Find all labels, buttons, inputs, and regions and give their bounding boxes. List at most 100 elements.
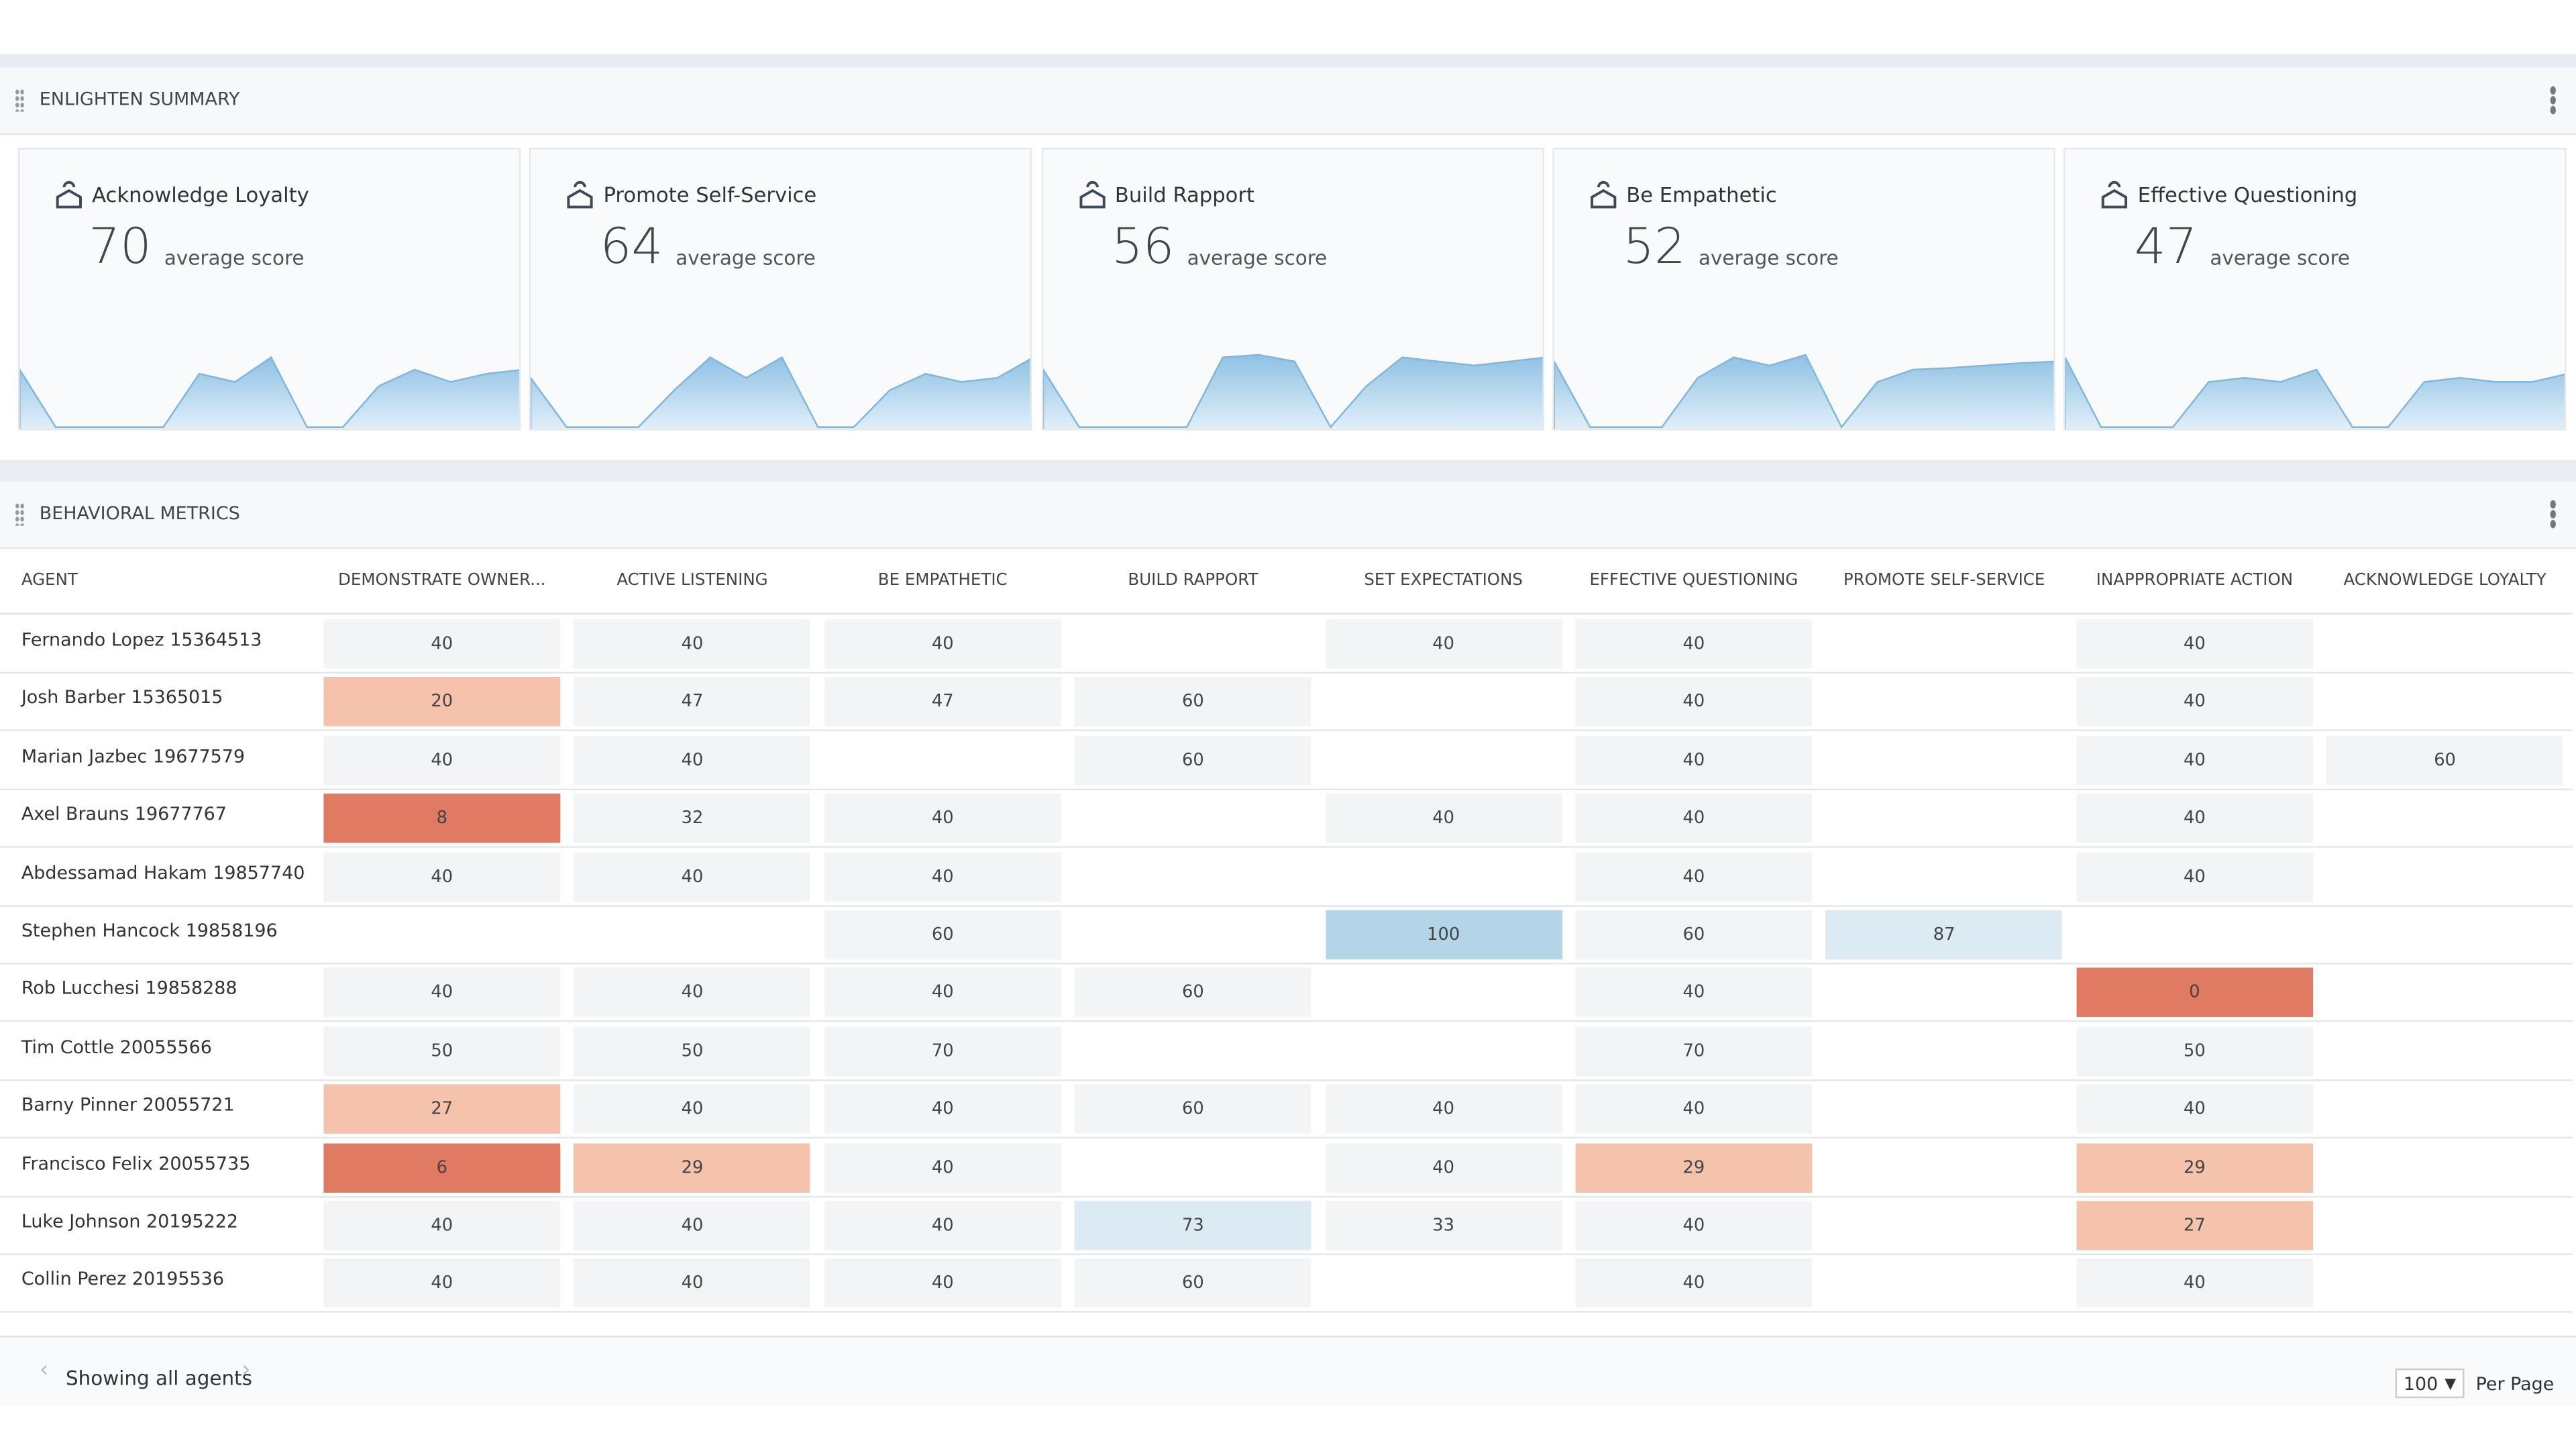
metrics-header: BEHAVIORAL METRICS: [0, 481, 2576, 549]
metric-cell: 100: [1325, 910, 1562, 960]
card-icon: [1590, 180, 1617, 209]
drag-handle[interactable]: [15, 502, 25, 526]
metric-cell: 6: [323, 1142, 561, 1192]
metric-cell: 40: [1575, 794, 1813, 843]
average-score: 47: [2134, 218, 2198, 276]
row-line: [0, 1253, 2573, 1256]
row-line: [0, 1079, 2573, 1081]
agent-name: Francisco Felix 20055735: [21, 1152, 251, 1175]
metric-cell: 40: [824, 1258, 1061, 1309]
metric-cell: 0: [2076, 968, 2313, 1018]
metric-cell: 40: [574, 619, 811, 669]
score-label: average score: [2210, 246, 2350, 270]
sparkline: [531, 356, 1031, 429]
column-header[interactable]: BUILD RAPPORT: [1128, 572, 1258, 590]
icon-shape: [1590, 180, 1617, 209]
drag-handle[interactable]: [15, 89, 25, 112]
sparkline: [1554, 354, 2053, 429]
metric-cell: 40: [1575, 852, 1813, 902]
page-size-select[interactable]: 100 ▼: [2395, 1368, 2465, 1399]
agent-name: Tim Cottle 20055566: [21, 1036, 212, 1058]
metric-cell: 60: [1075, 968, 1311, 1018]
metric-cell: 40: [323, 852, 561, 902]
metric-cell: 40: [323, 1201, 561, 1250]
metric-cell: 32: [574, 794, 811, 843]
card-title: Build Rapport: [1114, 182, 1255, 207]
metric-cell: 40: [1325, 1142, 1562, 1192]
metric-cell: 40: [323, 968, 561, 1018]
agent-name: Collin Perez 20195536: [21, 1269, 224, 1291]
agent-name: Barny Pinner 20055721: [21, 1094, 235, 1116]
summary-card: Acknowledge Loyalty 70 average score: [17, 148, 521, 431]
column-header[interactable]: EFFECTIVE QUESTIONING: [1589, 572, 1799, 590]
metric-cell: 40: [2076, 1258, 2313, 1309]
column-header[interactable]: DEMONSTRATE OWNER...: [338, 572, 546, 590]
metric-cell: 47: [824, 677, 1061, 727]
metric-cell: 40: [1575, 1084, 1813, 1134]
agent-name: Axel Brauns 19677767: [21, 804, 227, 825]
metric-cell: 29: [2076, 1142, 2313, 1192]
agent-name: Rob Lucchesi 19858288: [21, 978, 237, 1000]
metric-cell: 70: [1575, 1026, 1813, 1076]
metric-cell: 8: [323, 794, 561, 843]
column-header[interactable]: PROMOTE SELF-SERVICE: [1843, 572, 2045, 590]
average-score: 56: [1111, 218, 1175, 276]
row-line: [0, 963, 2573, 965]
metric-cell: 40: [1325, 1084, 1562, 1134]
metric-cell: 27: [2076, 1201, 2313, 1250]
metric-cell: 40: [1575, 735, 1813, 786]
row-line: [0, 1137, 2573, 1139]
metric-cell: 50: [2076, 1026, 2313, 1076]
metric-cell: 40: [824, 1201, 1061, 1250]
row-line: [0, 672, 2573, 674]
row-line: [0, 788, 2573, 790]
score-label: average score: [1698, 246, 1839, 270]
score-label: average score: [164, 246, 305, 270]
average-score: 70: [89, 218, 152, 276]
icon-shape: [56, 180, 82, 209]
metric-cell: 60: [1075, 1084, 1311, 1134]
metric-cell: 40: [824, 619, 1061, 669]
average-score: 64: [600, 218, 663, 276]
metric-cell: 33: [1325, 1201, 1562, 1250]
column-header[interactable]: AGENT: [21, 572, 78, 590]
header-line: [0, 612, 2573, 614]
status-text: Showing all agents: [65, 1366, 252, 1390]
metrics-table: AGENT DEMONSTRATE OWNER... ACTIVE LISTENIN…: [0, 549, 2576, 1336]
average-score: 52: [1623, 218, 1686, 276]
metric-cell: 40: [1575, 1258, 1813, 1309]
metric-cell: 60: [1575, 910, 1813, 960]
row-line: [0, 1020, 2573, 1023]
metric-cell: 29: [574, 1142, 811, 1192]
metric-cell: 60: [1075, 735, 1311, 786]
card-title: Be Empathetic: [1626, 182, 1777, 207]
metric-cell: 27: [323, 1084, 561, 1134]
section-title: ENLIGHTEN SUMMARY: [39, 89, 240, 111]
next-button[interactable]: ›: [241, 1356, 251, 1384]
sparkline-area: [19, 356, 519, 429]
menu-button[interactable]: [2549, 85, 2557, 115]
metric-cell: 47: [574, 677, 811, 727]
metric-cell: 40: [824, 1084, 1061, 1134]
column-header[interactable]: INAPPROPRIATE ACTION: [2096, 572, 2294, 590]
score-label: average score: [676, 246, 816, 270]
metric-cell: 40: [2076, 677, 2313, 727]
metric-cell: 40: [574, 735, 811, 786]
metric-cell: 40: [574, 1084, 811, 1134]
footer: ‹ Showing all agents › 100 ▼ Per Page: [0, 1336, 2576, 1407]
metric-cell: 40: [574, 1201, 811, 1250]
menu-button[interactable]: [2549, 499, 2557, 529]
column-header[interactable]: ACTIVE LISTENING: [616, 572, 768, 590]
metric-cell: 40: [1575, 1201, 1813, 1250]
metric-cell: 73: [1075, 1201, 1311, 1250]
row-line: [0, 846, 2573, 849]
agent-name: Luke Johnson 20195222: [21, 1210, 239, 1232]
column-header[interactable]: ACKNOWLEDGE LOYALTY: [2343, 572, 2546, 590]
agent-name: Fernando Lopez 15364513: [21, 629, 262, 651]
icon-shape: [568, 180, 594, 209]
column-header[interactable]: BE EMPATHETIC: [877, 572, 1008, 590]
card-icon: [568, 180, 594, 209]
column-header[interactable]: SET EXPECTATIONS: [1364, 572, 1523, 590]
prev-button[interactable]: ‹: [39, 1356, 49, 1384]
